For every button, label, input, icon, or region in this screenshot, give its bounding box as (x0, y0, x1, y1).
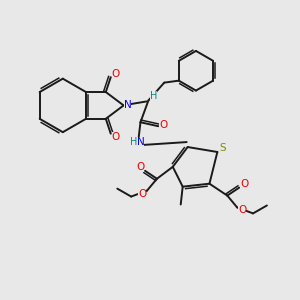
Text: N: N (124, 100, 131, 110)
Text: N: N (136, 137, 144, 147)
Text: O: O (238, 206, 246, 215)
Text: O: O (159, 120, 167, 130)
Text: H: H (150, 91, 157, 100)
Text: S: S (219, 143, 226, 153)
Text: O: O (240, 179, 248, 189)
Text: O: O (138, 189, 146, 199)
Text: H: H (130, 137, 137, 147)
Text: O: O (136, 162, 144, 172)
Text: O: O (112, 132, 120, 142)
Text: O: O (112, 69, 120, 79)
